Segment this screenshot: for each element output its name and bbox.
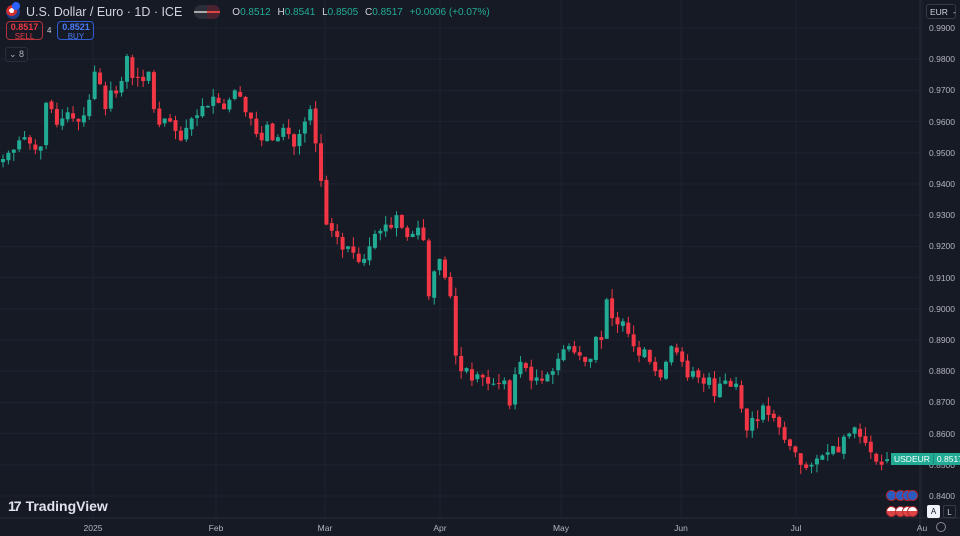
price-tick-label: 0.9300 (929, 210, 955, 221)
time-tick-label: Jun (674, 523, 688, 533)
price-tick-label: 0.9600 (929, 116, 955, 127)
time-tick-label: Au (916, 523, 928, 533)
log-scale-button[interactable]: L (943, 505, 956, 518)
tradingview-logo[interactable]: 17 TradingView (8, 498, 108, 514)
price-tick-label: 0.9000 (929, 303, 955, 314)
auto-scale-button[interactable]: A (927, 505, 940, 518)
price-tick-label: 0.9500 (929, 147, 955, 158)
settings-gear-icon[interactable] (936, 522, 946, 532)
symbol-legend: U.S. Dollar / Euro · 1D · ICE O0.8512 H0… (6, 2, 494, 19)
time-tick-label: Feb (208, 523, 224, 533)
last-price-label: USDEUR 0.8517 (891, 453, 960, 465)
low-value: 0.8505 (327, 6, 359, 18)
close-value: 0.8517 (372, 6, 403, 18)
tv-logo-icon: 17 (8, 498, 22, 514)
time-tick-label: Apr (433, 523, 447, 533)
chevron-down-icon: ⌄ (8, 49, 17, 59)
price-tick-label: 0.9900 (929, 23, 955, 33)
dropdown-icon: - (952, 7, 956, 17)
us-event-icon[interactable] (907, 506, 918, 517)
price-tick-label: 0.8900 (929, 335, 955, 345)
time-tick-label: Jul (790, 523, 802, 533)
ohlc-values: O0.8512 H0.8541 L0.8505 C0.8517 +0.0006 … (232, 6, 490, 18)
eu-event-icon[interactable] (907, 490, 918, 501)
high-value: 0.8541 (284, 6, 316, 18)
spread-value: 4 (47, 26, 52, 35)
hide-icon[interactable] (207, 5, 221, 19)
currency-selector[interactable]: EUR - (926, 4, 956, 19)
price-tick-label: 0.8800 (929, 366, 955, 377)
price-tick-label: 0.9400 (929, 179, 955, 189)
time-tick-label: 2025 (83, 523, 103, 533)
time-tick-label: May (552, 523, 570, 533)
change-value: +0.0006 (+0.07%) (409, 6, 490, 18)
sell-button[interactable]: 0.8517 SELL (6, 21, 43, 41)
legend-toggle[interactable] (194, 5, 221, 19)
buy-button[interactable]: 0.8521 BUY (57, 21, 95, 41)
price-tick-label: 0.9200 (929, 241, 955, 252)
price-tick-label: 0.8400 (929, 491, 955, 501)
trade-buttons: 0.8517 SELL 4 0.8521 BUY (6, 21, 95, 41)
usd-eur-flag-icon (6, 2, 20, 19)
price-tick-label: 0.8700 (929, 397, 955, 408)
time-tick-label: Mar (317, 523, 333, 533)
indicators-collapse-button[interactable]: ⌄ 8 (5, 47, 28, 62)
open-value: 0.8512 (240, 6, 271, 18)
minimize-icon[interactable] (194, 5, 208, 19)
price-tick-label: 0.9800 (929, 54, 955, 65)
price-tick-label: 0.9700 (929, 85, 955, 96)
symbol-title[interactable]: U.S. Dollar / Euro · 1D · ICE (26, 5, 183, 19)
price-tick-label: 0.9100 (929, 272, 955, 283)
price-tick-label: 0.8600 (929, 428, 955, 439)
